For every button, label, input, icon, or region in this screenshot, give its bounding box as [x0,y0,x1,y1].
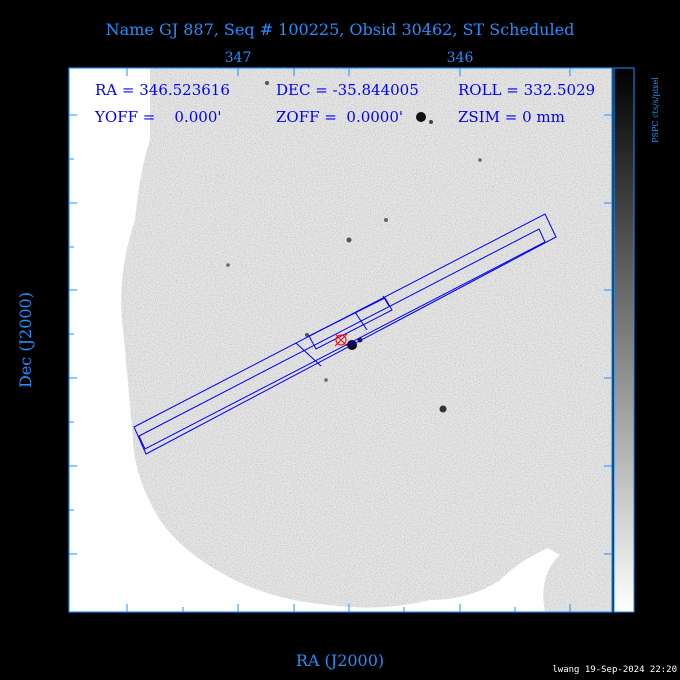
ra-tick-label: 23h09m [154,622,212,638]
colorbar-tick: 0 [640,609,649,614]
colorbar-tick: 0.1 [640,144,649,157]
ra-tick-label: 23h11m [43,622,101,638]
colorbar-frame [613,67,635,613]
dec-tick-label: -35 20' [49,180,64,225]
info-ra: RA = 346.523616 [95,81,230,99]
colorbar-tick: 0.02 [640,511,649,529]
top-tick-label: 347 [225,50,252,66]
dec-tick-label: -34 00' [49,355,64,400]
left-tick-labels: -33 00' -35 20' -35 40' -34 00' -36 20' … [49,92,64,576]
dec-tick-label: -35 40' [49,267,64,312]
ra-axis-title: RA (J2000) [296,651,384,670]
footer-stamp: lwang 19-Sep-2024 22:20 [552,665,677,675]
dec-tick-label: -33 00' [49,92,64,137]
colorbar-tick: 0.04 [640,419,649,437]
top-tick-label: 346 [447,50,474,66]
bottom-tick-labels: 23h11m 23h09m 23h07m 23h05m 23h03m [43,622,544,638]
ra-tick-label: 23h05m [375,622,433,638]
colorbar-tick: 0.06 [640,327,649,345]
axis-tick-marks [69,68,612,612]
plot-frame [68,67,613,613]
colorbar [614,68,634,612]
ra-tick-label: 23h07m [265,622,323,638]
pointing-info: RA = 346.523616 DEC = -35.844005 ROLL = … [94,81,595,126]
info-zoff: ZOFF = 0.0000' [276,108,403,126]
info-dec: DEC = -35.844005 [276,81,419,99]
dec-tick-label: -36 20' [49,443,64,488]
colorbar-tick: 0.08 [640,233,649,251]
info-zsim: ZSIM = 0 mm [458,108,565,126]
colorbar-tick-labels: 0 0.02 0.04 0.06 0.08 0.1 [640,144,649,615]
aperture-overlay [133,213,557,455]
dec-axis-title: Dec (J2000) [16,292,35,388]
ra-tick-label: 23h03m [486,622,544,638]
info-yoff: YOFF = 0.000' [94,108,222,126]
dec-tick-label: -36 40' [49,531,64,576]
info-roll: ROLL = 332.5029 [458,81,595,99]
exposure-field [121,68,612,612]
target-marker [334,333,348,347]
figure-title: Name GJ 887, Seq # 100225, Obsid 30462, … [106,20,575,39]
colorbar-label: PSPC cts/s/pixel [651,77,660,143]
